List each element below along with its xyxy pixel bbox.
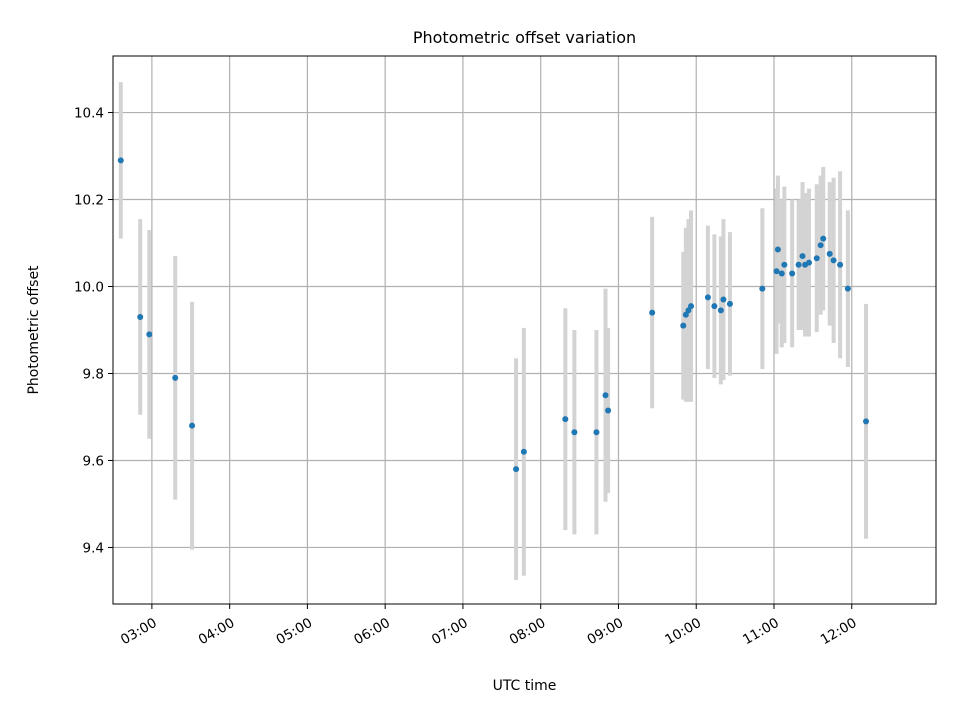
data-point [805, 259, 812, 266]
data-point [799, 253, 806, 260]
data-point [602, 392, 609, 399]
data-point [817, 242, 824, 249]
data-point [688, 303, 695, 310]
data-point [117, 157, 124, 164]
data-point [726, 300, 733, 307]
data-point [172, 374, 179, 381]
data-point [844, 285, 851, 292]
y-tick-label: 9.6 [83, 453, 104, 469]
data-point [146, 331, 153, 338]
data-points [117, 157, 870, 473]
data-point [189, 422, 196, 429]
data-point [813, 255, 820, 262]
data-point [820, 235, 827, 242]
data-point [562, 416, 569, 423]
y-tick-label: 10.4 [74, 106, 104, 122]
data-point [837, 261, 844, 268]
y-axis-label: Photometric offset [26, 265, 42, 395]
data-point [711, 303, 718, 310]
data-point [680, 322, 687, 329]
x-axis-label: UTC time [493, 678, 557, 694]
data-point [773, 268, 780, 275]
data-point [649, 309, 656, 316]
data-point [717, 307, 724, 314]
data-point [795, 261, 802, 268]
y-tick-label: 9.8 [83, 366, 104, 382]
data-point [826, 250, 833, 257]
data-point [863, 418, 870, 425]
data-point [571, 429, 578, 436]
data-point [682, 311, 689, 318]
y-tick-label: 9.4 [83, 540, 104, 556]
data-point [781, 261, 788, 268]
data-point [605, 407, 612, 414]
chart-title: Photometric offset variation [413, 28, 636, 47]
data-point [720, 296, 727, 303]
y-axis-ticks: 9.4 9.6 9.8 10.0 10.2 10.4 [74, 106, 113, 556]
data-point [759, 285, 766, 292]
data-point [778, 270, 785, 277]
data-point [685, 307, 692, 314]
y-tick-label: 10.2 [74, 193, 104, 209]
data-point [789, 270, 796, 277]
data-point [704, 294, 711, 301]
data-point [774, 246, 781, 253]
data-point [593, 429, 600, 436]
axes-frame [112, 55, 937, 605]
data-point [137, 313, 144, 320]
data-point [520, 448, 527, 455]
data-point [513, 466, 520, 473]
data-point [830, 257, 837, 264]
y-tick-label: 10.0 [74, 280, 104, 296]
